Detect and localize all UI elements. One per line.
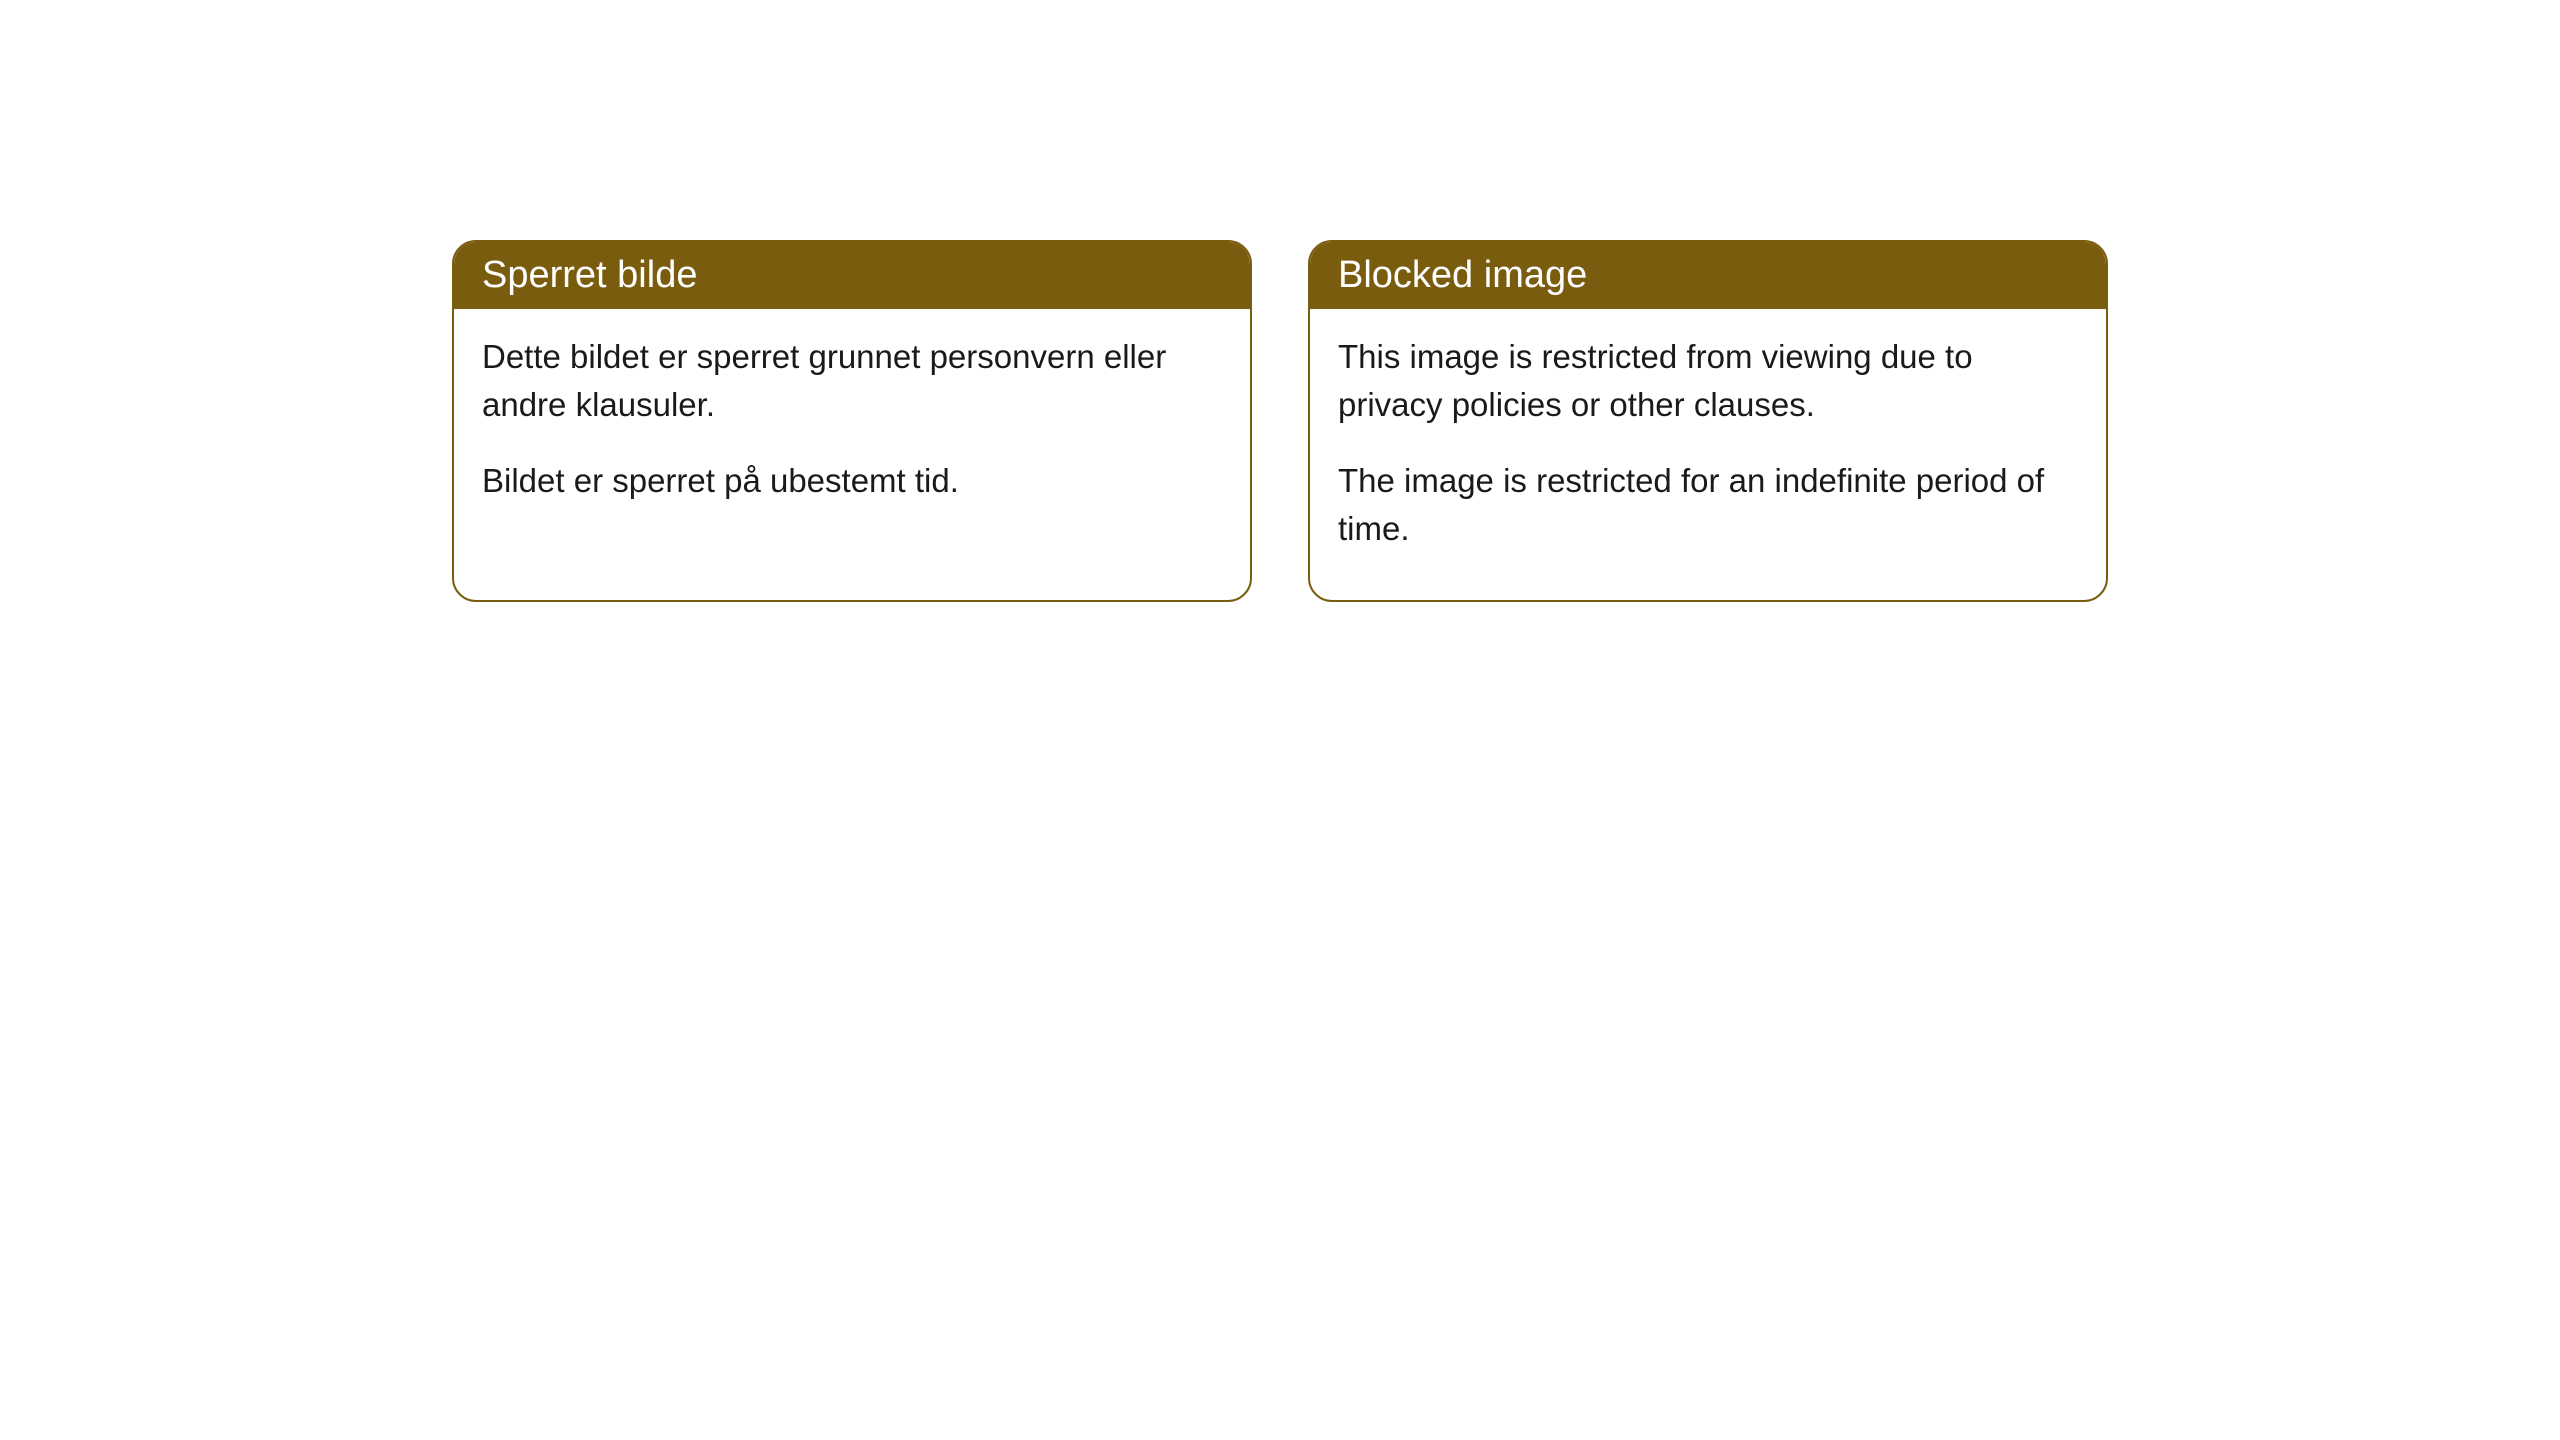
card-paragraph-1: This image is restricted from viewing du… bbox=[1338, 333, 2078, 429]
card-header: Sperret bilde bbox=[454, 242, 1250, 309]
card-title: Blocked image bbox=[1338, 254, 1587, 296]
blocked-image-card-english: Blocked image This image is restricted f… bbox=[1308, 240, 2108, 602]
card-paragraph-2: The image is restricted for an indefinit… bbox=[1338, 457, 2078, 553]
card-paragraph-1: Dette bildet er sperret grunnet personve… bbox=[482, 333, 1222, 429]
blocked-image-card-norwegian: Sperret bilde Dette bildet er sperret gr… bbox=[452, 240, 1252, 602]
notice-cards-container: Sperret bilde Dette bildet er sperret gr… bbox=[450, 240, 2110, 602]
card-body: This image is restricted from viewing du… bbox=[1310, 309, 2106, 600]
card-header: Blocked image bbox=[1310, 242, 2106, 309]
card-body: Dette bildet er sperret grunnet personve… bbox=[454, 309, 1250, 553]
card-paragraph-2: Bildet er sperret på ubestemt tid. bbox=[482, 457, 1222, 505]
card-title: Sperret bilde bbox=[482, 254, 697, 296]
